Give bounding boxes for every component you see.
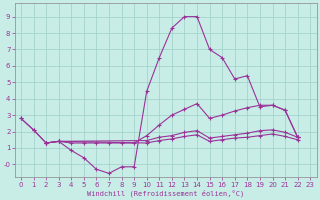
X-axis label: Windchill (Refroidissement éolien,°C): Windchill (Refroidissement éolien,°C)	[87, 189, 244, 197]
